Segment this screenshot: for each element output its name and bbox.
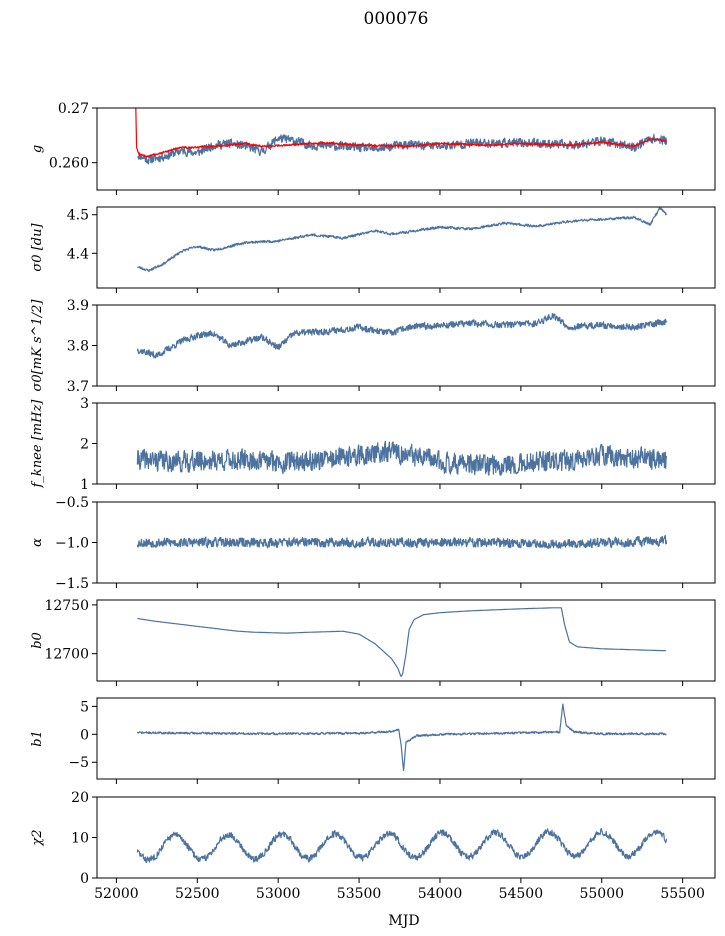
x-tick-label: 54000 [418,886,463,902]
series-line-1 [136,827,668,864]
y-tick-label: 20 [71,790,89,806]
y-tick-label: 4.5 [67,208,89,224]
y-axis-label: σ0 [du] [30,223,45,272]
y-tick-label: 5 [80,699,89,715]
axes-frame [96,107,716,191]
panel-4: 1 2 3 f_knee [mHz] [30,396,716,493]
y-axis-label: g [30,145,45,153]
series-line-2 [135,108,667,158]
panel-1: 0.260 0.27 g [30,101,716,195]
y-tick-label: 0 [80,871,89,887]
x-tick-label: 52000 [94,886,139,902]
y-tick-label: 2 [80,437,89,453]
y-tick-label: −1.5 [55,576,89,592]
y-tick-label: 12700 [44,647,89,663]
x-axis-label: MJD [388,913,419,929]
x-tick-label: 55000 [579,886,624,902]
y-tick-label: 1 [80,477,89,493]
y-axis-label: b1 [30,730,45,747]
series-line-1 [136,534,668,550]
x-tick-label: 53500 [337,886,382,902]
panel-8: 0 10 20 52000 52500 53000 53500 54000 54500 55000… [30,790,716,902]
series-line-1 [136,440,668,476]
series-line-1 [136,703,667,772]
y-tick-label: 3.8 [67,339,89,355]
axes-frame [96,697,716,780]
axes-frame [96,206,716,289]
y-axis-label: σ0[mK s^1/2] [30,299,45,392]
y-tick-label: 10 [71,831,89,847]
y-axis-label: b0 [30,632,45,649]
y-tick-label: 0.27 [58,101,89,117]
panel-3: 3.7 3.8 3.9 σ0[mK s^1/2] [30,298,716,395]
series-line-1 [137,133,668,165]
y-tick-label: 0 [80,727,89,743]
x-tick-label: 52500 [175,886,220,902]
y-tick-label: 3.9 [67,298,89,314]
panel-5: −1.5 −1.0 −0.5 α [30,495,716,592]
y-tick-label: 0.260 [49,156,89,172]
series-line-1 [137,607,667,677]
y-tick-label: −5 [68,755,89,771]
y-tick-label: −1.0 [55,536,89,552]
y-tick-label: 12750 [44,598,89,614]
panel-7: −5 0 5 b1 [30,697,716,784]
y-tick-label: 3.7 [67,379,89,395]
series-line-1 [136,313,668,359]
series-line-1 [137,207,668,273]
panel-6: 12700 12750 b0 [30,598,716,686]
panel-2: 4.4 4.5 σ0 [du] [30,206,716,293]
figure-title: 000076 [364,9,429,29]
y-tick-label: −0.5 [55,495,89,511]
y-tick-label: 3 [80,396,89,412]
axes-frame [96,599,716,682]
axes-frame [96,304,716,387]
axes-frame [96,796,716,879]
y-axis-label: χ2 [30,829,45,846]
y-axis-label: f_knee [mHz] [30,399,45,489]
y-axis-label: α [30,538,45,547]
panels: 0.260 0.27 g 4.4 4.5 σ0 [du] 3.7 3.8 3.9 σ0[mK s^… [30,101,716,902]
x-tick-label: 53000 [256,886,301,902]
x-tick-label: 55500 [660,886,705,902]
y-tick-label: 4.4 [67,246,89,262]
x-tick-label: 54500 [499,886,544,902]
